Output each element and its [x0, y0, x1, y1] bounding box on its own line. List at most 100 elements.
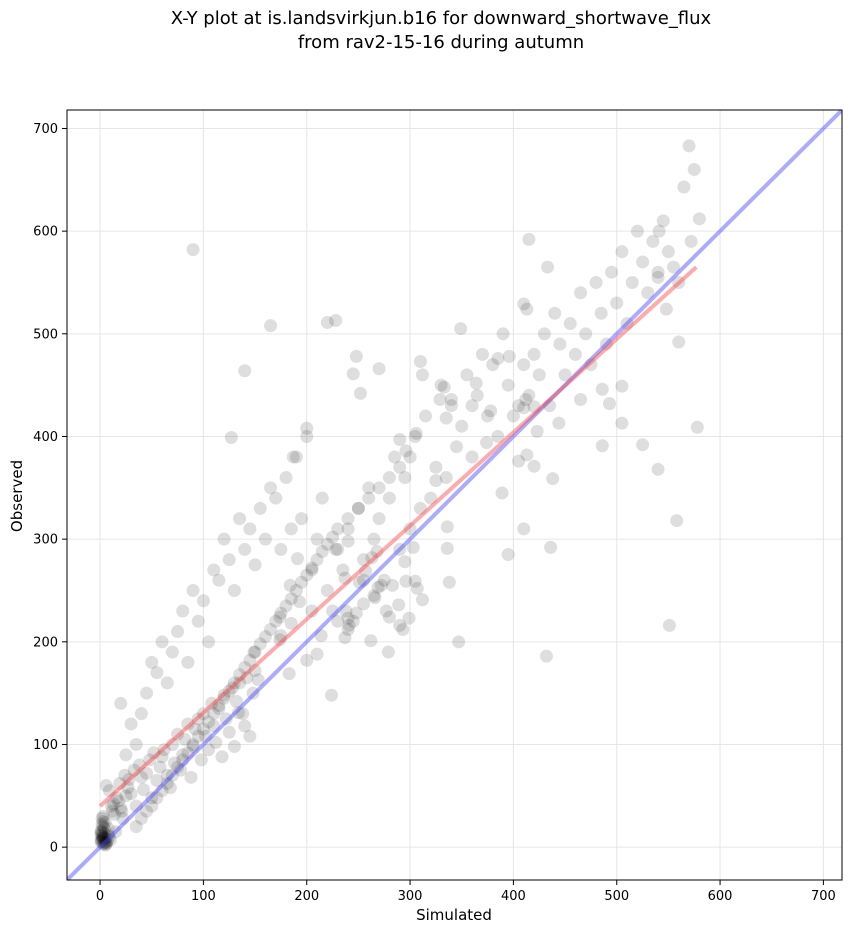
data-point	[191, 614, 205, 628]
data-point	[338, 571, 352, 585]
x-axis-ticks: 0 100 200 300 400 500 600 700	[96, 880, 836, 904]
data-point	[97, 822, 111, 836]
data-point	[176, 604, 190, 618]
data-point	[95, 834, 109, 848]
data-point	[293, 595, 306, 609]
data-point	[501, 548, 515, 562]
data-point	[413, 355, 427, 369]
data-point	[444, 393, 458, 407]
data-point	[574, 393, 588, 407]
data-point	[119, 748, 133, 762]
data-point	[646, 234, 660, 248]
x-tick-label: 400	[501, 889, 526, 904]
data-point	[326, 604, 340, 618]
data-point	[520, 448, 534, 462]
scatter-points	[94, 139, 706, 852]
data-point	[274, 542, 288, 556]
data-point	[95, 832, 109, 846]
data-point	[393, 542, 407, 556]
data-point	[662, 618, 676, 632]
data-point	[290, 552, 304, 566]
data-point	[205, 696, 219, 710]
data-point	[196, 594, 210, 608]
data-point	[351, 501, 365, 515]
data-point	[102, 830, 116, 844]
data-point	[246, 686, 260, 700]
data-point	[548, 306, 562, 320]
data-point	[165, 737, 179, 751]
data-point	[610, 296, 624, 310]
data-point	[112, 794, 126, 808]
data-point	[145, 799, 159, 813]
data-point	[95, 811, 109, 825]
data-point	[253, 501, 267, 515]
data-point	[651, 462, 665, 476]
data-point	[364, 634, 378, 648]
data-point	[279, 471, 293, 485]
data-point	[269, 614, 283, 628]
data-point	[469, 376, 483, 390]
identity-line	[67, 110, 842, 880]
data-point	[94, 828, 108, 842]
data-point	[198, 729, 212, 743]
data-point	[305, 563, 319, 577]
data-point	[325, 688, 339, 702]
data-point	[124, 717, 138, 731]
data-point	[202, 743, 216, 757]
data-point	[269, 491, 283, 505]
data-point	[692, 212, 706, 226]
data-point	[238, 542, 252, 556]
data-point	[215, 750, 229, 764]
data-point	[393, 433, 407, 447]
data-point	[155, 784, 169, 798]
data-point	[236, 707, 250, 721]
data-point	[517, 522, 531, 536]
y-tick-label: 0	[50, 841, 58, 856]
data-point	[553, 337, 567, 351]
data-point	[171, 625, 185, 639]
data-point	[386, 578, 399, 592]
data-point	[393, 460, 407, 474]
data-point	[359, 564, 373, 578]
data-point	[219, 712, 233, 726]
data-point	[227, 740, 241, 754]
data-point	[186, 243, 200, 257]
data-point	[136, 783, 150, 797]
data-point	[362, 481, 376, 495]
data-point	[346, 614, 360, 628]
data-point	[636, 255, 650, 269]
data-point	[589, 275, 603, 289]
data-point	[222, 684, 236, 698]
data-point	[381, 645, 395, 659]
data-point	[232, 706, 246, 720]
data-point	[300, 653, 314, 667]
data-point	[150, 666, 164, 680]
data-point	[155, 635, 169, 649]
chart-title: X-Y plot at is.landsvirkjun.b16 for down…	[171, 8, 712, 29]
data-point	[247, 645, 261, 659]
data-point	[342, 618, 356, 632]
data-point	[171, 727, 185, 741]
data-point	[605, 265, 619, 279]
data-point	[481, 409, 495, 423]
data-point	[207, 707, 221, 721]
data-point	[506, 409, 520, 423]
data-point	[240, 671, 254, 685]
data-point	[248, 558, 262, 572]
data-point	[603, 397, 616, 411]
data-point	[122, 772, 136, 786]
data-point	[568, 347, 582, 361]
data-point	[310, 553, 324, 567]
y-axis-label: Observed	[8, 460, 26, 532]
data-point	[300, 429, 314, 443]
data-point	[97, 832, 111, 846]
data-point	[98, 838, 112, 852]
data-point	[672, 275, 686, 289]
data-point	[238, 364, 252, 378]
data-point	[672, 335, 686, 349]
data-point	[129, 737, 143, 751]
data-point	[264, 622, 278, 636]
data-point	[552, 416, 566, 430]
data-point	[437, 380, 451, 394]
data-point	[233, 668, 247, 682]
